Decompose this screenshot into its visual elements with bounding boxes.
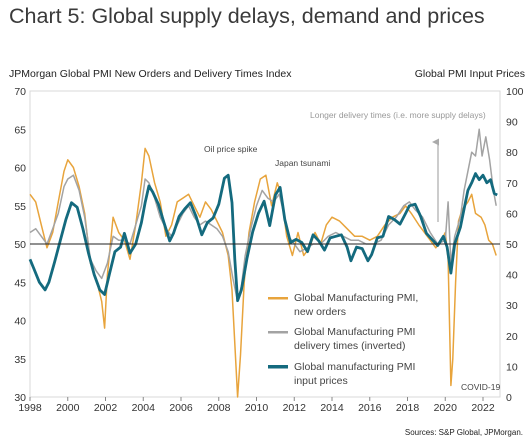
y-left-tick-label: 30 [14, 392, 26, 404]
y-left-tick-label: 45 [14, 277, 26, 289]
x-tick-label: 2006 [169, 402, 193, 414]
x-tick-label: 2020 [434, 402, 458, 414]
legend-label-new-orders: Global Manufacturing PMI, [294, 292, 418, 304]
y-right-tick-label: 90 [506, 117, 518, 129]
y-right-tick-label: 30 [506, 300, 518, 312]
y-right-tick-label: 100 [506, 86, 524, 98]
y-right-tick-label: 50 [506, 239, 518, 251]
y-left-tick-label: 55 [14, 201, 26, 213]
legend-label-new-orders-2: new orders [294, 306, 346, 318]
x-tick-label: 2016 [358, 402, 382, 414]
y-left-tick-label: 50 [14, 239, 26, 251]
x-tick-label: 2008 [207, 402, 231, 414]
annotation-covid: COVID-19 [461, 382, 500, 392]
series-line-new-orders [29, 147, 497, 398]
legend-swatch-delivery-times [268, 331, 288, 334]
x-tick-label: 2018 [396, 402, 420, 414]
y-right-tick-label: 20 [506, 331, 518, 343]
y-right-tick-label: 80 [506, 147, 518, 159]
x-tick-label: 2002 [94, 402, 118, 414]
legend: Global Manufacturing PMI, new orders Glo… [268, 292, 418, 387]
y-right-tick-label: 60 [506, 208, 518, 220]
left-axis-title: JPMorgan Global PMI New Orders and Deliv… [9, 68, 292, 80]
y-right-tick-label: 70 [506, 178, 518, 190]
y-left-tick-label: 60 [14, 163, 26, 175]
legend-label-delivery-times-2: delivery times (inverted) [294, 340, 405, 352]
legend-swatch-new-orders [268, 297, 288, 300]
annotation-japan: Japan tsunami [275, 158, 330, 168]
series-line-delivery-times [29, 128, 497, 303]
x-tick-label: 2010 [245, 402, 269, 414]
right-axis-title: Global PMI Input Prices [414, 68, 525, 80]
y-left-tick-label: 35 [14, 354, 26, 366]
x-tick-label: 2000 [56, 402, 80, 414]
annotation-oil-price: Oil price spike [204, 144, 258, 154]
x-tick-label: 1998 [18, 402, 42, 414]
legend-label-delivery-times: Global Manufacturing PMI [294, 326, 415, 338]
x-tick-label: 2012 [283, 402, 307, 414]
x-tick-label: 2022 [471, 402, 495, 414]
series-line-input-prices [28, 172, 498, 302]
legend-label-input-prices-2: input prices [294, 375, 348, 387]
x-tick-label: 2014 [320, 402, 344, 414]
chart-title: Chart 5: Global supply delays, demand an… [9, 4, 485, 28]
y-right-tick-label: 10 [506, 361, 518, 373]
source-note: Sources: S&P Global, JPMorgan. [404, 428, 523, 437]
legend-swatch-input-prices [268, 365, 288, 369]
legend-label-input-prices: Global manufacturing PMI [294, 361, 415, 373]
y-left-tick-label: 65 [14, 124, 26, 136]
annotation-longer-delivery: Longer delivery times (i.e. more supply … [310, 110, 486, 120]
y-left-tick-label: 70 [14, 86, 26, 98]
y-right-tick-label: 40 [506, 270, 518, 282]
y-left-tick-label: 40 [14, 316, 26, 328]
x-tick-label: 2004 [132, 402, 156, 414]
y-right-tick-label: 0 [506, 392, 512, 404]
